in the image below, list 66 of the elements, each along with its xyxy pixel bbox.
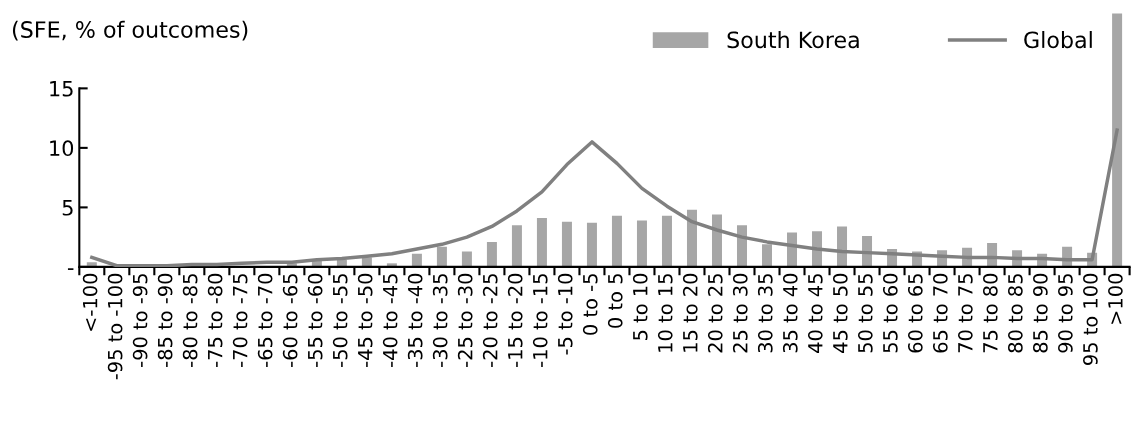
bar (762, 244, 772, 267)
bar (536, 218, 547, 267)
x-tick-label: 55 to 60 (882, 273, 898, 353)
x-tick-label: -5 to -10 (557, 273, 573, 355)
bar (1112, 13, 1123, 267)
bar (837, 226, 848, 267)
x-tick-label: 85 to 90 (1033, 273, 1048, 353)
bar (611, 215, 622, 267)
x-tick-label: 65 to 70 (932, 273, 948, 353)
x-tick-label: -45 to -50 (357, 273, 373, 367)
x-tick-label: -80 to -85 (182, 274, 198, 367)
legend-label: South Korea (727, 31, 859, 49)
x-tick-label: 80 to 85 (1008, 274, 1023, 353)
x-tick-label: 95 to 100 (1083, 273, 1098, 365)
x-tick-label: 70 to 75 (957, 274, 973, 353)
x-tick-label: -25 to -30 (457, 273, 473, 367)
x-tick-label: -30 to -35 (432, 274, 448, 367)
bar (561, 221, 572, 267)
legend-label: Global (1024, 31, 1092, 49)
x-tick-label: 25 to 30 (732, 273, 748, 353)
bar (636, 220, 647, 267)
x-tick-label: 75 to 80 (983, 273, 998, 353)
x-tick-label: -55 to -60 (307, 273, 323, 367)
x-tick-label: -85 to -90 (157, 273, 173, 367)
x-tick-label: 10 to 15 (657, 274, 673, 352)
bar (686, 209, 697, 267)
y-axis-title: (SFE, % of outcomes) (12, 20, 248, 41)
x-tick-label: 0 to 5 (607, 274, 623, 328)
x-tick-label: -75 to -80 (207, 273, 223, 367)
bar (411, 253, 422, 267)
bar (486, 241, 497, 267)
x-tick-label: 15 to 20 (682, 273, 698, 352)
x-tick-label: -50 to -55 (332, 274, 348, 367)
x-tick-label: 90 to 95 (1058, 274, 1073, 353)
bar (711, 214, 722, 267)
bar (511, 225, 522, 267)
x-tick-label: 40 to 45 (807, 274, 823, 353)
y-tick-label: - (67, 268, 74, 270)
x-tick-label: 20 to 25 (707, 274, 723, 353)
x-tick-label: -90 to -95 (132, 274, 148, 367)
bar (436, 246, 447, 267)
x-tick-label: 35 to 40 (782, 273, 798, 353)
x-tick-label: 0 to -5 (582, 274, 598, 335)
y-tick-label: 5 (62, 200, 73, 216)
x-tick-label: <-100 (82, 273, 98, 331)
x-tick-label: >100 (1108, 273, 1123, 324)
x-tick-label: 50 to 55 (857, 274, 873, 353)
x-tick-label: 30 to 35 (757, 274, 773, 353)
x-tick-label: 5 to 10 (632, 273, 648, 340)
bar (586, 222, 597, 267)
line-series (90, 128, 1119, 267)
y-tick-label: 15 (50, 81, 73, 97)
x-tick-label: -60 to -65 (282, 274, 298, 367)
bar (661, 215, 672, 267)
x-tick-label: -15 to -20 (507, 273, 523, 367)
x-tick-label: -65 to -70 (257, 273, 273, 367)
y-tick-label: 10 (50, 140, 74, 157)
x-tick-label: 45 to 50 (832, 273, 848, 353)
x-tick-label: -70 to -75 (232, 274, 248, 367)
x-tick-label: 60 to 65 (907, 274, 923, 353)
x-tick-label: -95 to -100 (107, 273, 123, 380)
x-tick-label: -20 to -25 (482, 274, 498, 367)
bar (461, 251, 472, 267)
x-tick-label: -35 to -40 (407, 273, 423, 367)
x-tick-label: -10 to -15 (532, 274, 548, 367)
x-tick-label: -40 to -45 (382, 274, 398, 367)
